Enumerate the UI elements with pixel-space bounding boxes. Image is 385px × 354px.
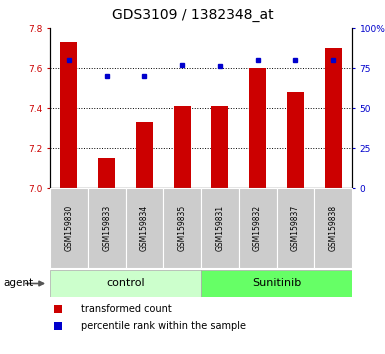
Bar	[98, 158, 115, 188]
Text: agent: agent	[4, 279, 34, 289]
Bar	[325, 48, 341, 188]
Bar	[163, 188, 201, 268]
Bar	[201, 188, 239, 268]
Text: control: control	[106, 279, 145, 289]
Text: Sunitinib: Sunitinib	[252, 279, 301, 289]
Text: GSM159830: GSM159830	[64, 205, 74, 251]
Bar	[211, 106, 228, 188]
Bar	[249, 68, 266, 188]
Bar	[287, 92, 304, 188]
Text: GSM159833: GSM159833	[102, 205, 111, 251]
Bar	[50, 188, 88, 268]
Text: transformed count: transformed count	[81, 304, 172, 314]
Bar	[239, 188, 276, 268]
Text: GSM159834: GSM159834	[140, 205, 149, 251]
Bar	[174, 106, 191, 188]
Text: GSM159831: GSM159831	[215, 205, 224, 251]
Text: GSM159835: GSM159835	[177, 205, 187, 251]
Text: GSM159832: GSM159832	[253, 205, 262, 251]
Bar	[136, 122, 153, 188]
Text: percentile rank within the sample: percentile rank within the sample	[81, 321, 246, 331]
Bar	[126, 188, 163, 268]
Text: GSM159837: GSM159837	[291, 205, 300, 251]
Bar	[60, 42, 77, 188]
Bar	[276, 188, 314, 268]
Text: GSM159838: GSM159838	[329, 205, 338, 251]
Text: GDS3109 / 1382348_at: GDS3109 / 1382348_at	[112, 8, 273, 22]
Bar	[88, 188, 126, 268]
Bar	[50, 270, 201, 297]
Bar	[314, 188, 352, 268]
Bar	[201, 270, 352, 297]
